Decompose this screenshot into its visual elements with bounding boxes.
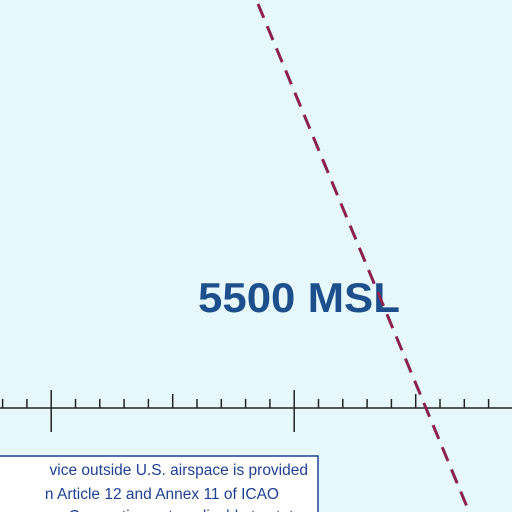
scale-ticks [1, 390, 490, 432]
notice-line: n Article 12 and Annex 11 of ICAO [45, 486, 279, 503]
altitude-label: 5500 MSL [198, 274, 400, 321]
notice-line: vice outside U.S. airspace is provided [50, 462, 308, 479]
notice-box [0, 455, 319, 512]
notice-line: Convention not applicable to state [68, 508, 302, 512]
boundary-line [256, 3, 471, 512]
